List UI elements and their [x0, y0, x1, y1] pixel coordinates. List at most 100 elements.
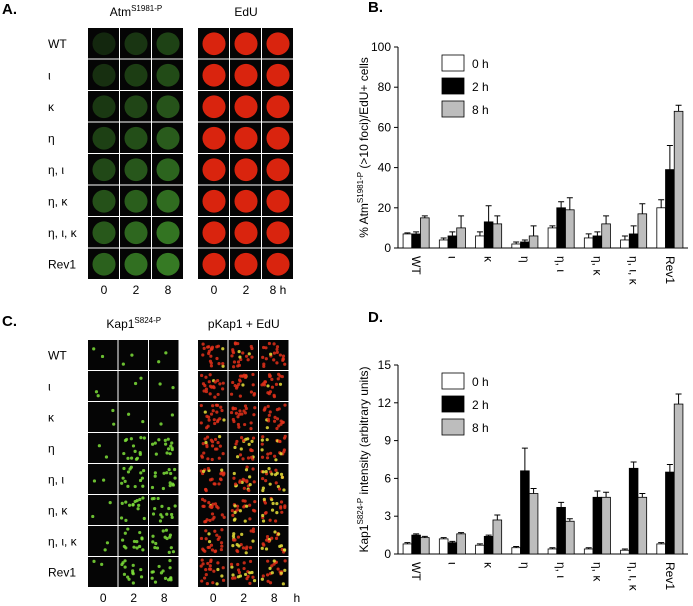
cell-dot — [207, 380, 211, 384]
cell-dot — [260, 546, 264, 550]
cell-dot — [154, 452, 158, 456]
error-bar — [421, 215, 428, 218]
cell-dot — [161, 529, 165, 533]
cell-dot — [234, 442, 238, 446]
cell-dot — [281, 358, 285, 362]
error-bar — [630, 461, 637, 469]
column-label: 0 — [211, 283, 218, 297]
cell-dot — [218, 444, 222, 448]
cell-dot — [233, 504, 237, 508]
micrograph — [88, 28, 119, 59]
micrograph — [149, 433, 179, 463]
cell-dot — [208, 518, 212, 523]
cell-dot — [275, 361, 279, 365]
error-bar — [594, 490, 601, 498]
cell-dot — [156, 496, 160, 501]
cell-dot — [216, 567, 220, 572]
bar — [528, 493, 539, 555]
cell-dot — [251, 372, 255, 377]
cell-dot — [273, 473, 278, 477]
cell-dot — [245, 504, 249, 508]
cell-dot — [270, 498, 274, 502]
legend-swatch — [441, 77, 465, 95]
cell-dot — [168, 566, 172, 570]
cell-dot — [251, 467, 255, 471]
micrograph — [88, 495, 118, 525]
nucleus — [124, 95, 148, 119]
cell-dot — [232, 476, 236, 480]
column-label: 2 — [243, 283, 250, 297]
cell-dot — [200, 579, 204, 583]
cell-dot — [210, 444, 215, 448]
cell-dot — [280, 510, 284, 514]
cell-dot — [266, 417, 270, 421]
bar — [456, 227, 466, 249]
column-label: 0 — [210, 591, 217, 605]
nucleus — [124, 158, 148, 182]
cell-dot — [112, 422, 116, 426]
cell-dot — [221, 387, 225, 391]
error-bar — [675, 393, 682, 405]
cell-dot — [265, 538, 269, 542]
cell-dot — [207, 345, 211, 349]
cell-dot — [150, 442, 155, 446]
y-tick-label: 0 — [384, 547, 391, 561]
cell-dot — [94, 390, 99, 394]
nucleus — [266, 158, 290, 182]
cell-dot — [265, 426, 269, 430]
cell-dot — [97, 444, 101, 448]
cell-dot — [283, 548, 287, 552]
legend-label: 2 h — [472, 398, 489, 412]
cell-dot — [221, 566, 225, 570]
cell-dot — [126, 470, 131, 474]
cell-dot — [133, 484, 137, 489]
cell-dot — [213, 437, 218, 442]
bar — [402, 543, 413, 555]
x-tick-label: η, κ — [590, 256, 604, 276]
row-label: η, κ — [48, 504, 68, 518]
cell-dot — [232, 365, 236, 369]
error-bar — [639, 493, 646, 498]
cell-dot — [151, 512, 156, 516]
cell-dot — [217, 482, 221, 486]
cell-dot — [230, 354, 234, 358]
cell-dot — [91, 514, 95, 519]
cell-dot — [245, 479, 249, 483]
row-label: η — [48, 131, 55, 145]
cell-dot — [265, 438, 269, 442]
cell-dot — [260, 448, 264, 452]
error-bar — [639, 203, 646, 214]
cell-dot — [230, 509, 234, 513]
cell-dot — [201, 382, 206, 386]
micrograph — [228, 557, 258, 587]
stain-label: pKap1 + EdU — [208, 317, 280, 331]
cell-dot — [201, 562, 205, 566]
nucleus — [202, 95, 226, 119]
cell-dot — [131, 503, 135, 507]
cell-dot — [252, 579, 257, 583]
bar — [637, 496, 648, 555]
cell-dot — [206, 424, 210, 428]
cell-dot — [244, 551, 248, 555]
error-bar — [513, 241, 520, 244]
cell-dot — [209, 559, 213, 564]
cell-dot — [123, 565, 127, 569]
cell-dot — [204, 519, 208, 524]
x-tick-label: η — [518, 562, 532, 569]
cell-dot — [220, 468, 224, 472]
cell-dot — [267, 539, 271, 543]
cell-dot — [261, 470, 265, 474]
cell-dot — [208, 564, 212, 568]
cell-dot — [137, 544, 142, 549]
bar — [583, 548, 594, 555]
cell-dot — [263, 501, 267, 505]
cell-dot — [278, 353, 282, 357]
nucleus — [156, 189, 180, 213]
nucleus — [266, 63, 290, 87]
cell-dot — [205, 581, 209, 586]
cell-dot — [272, 419, 277, 423]
error-bar — [521, 447, 528, 471]
cell-dot — [171, 550, 176, 554]
cell-dot — [248, 559, 253, 564]
error-bar — [666, 144, 673, 170]
